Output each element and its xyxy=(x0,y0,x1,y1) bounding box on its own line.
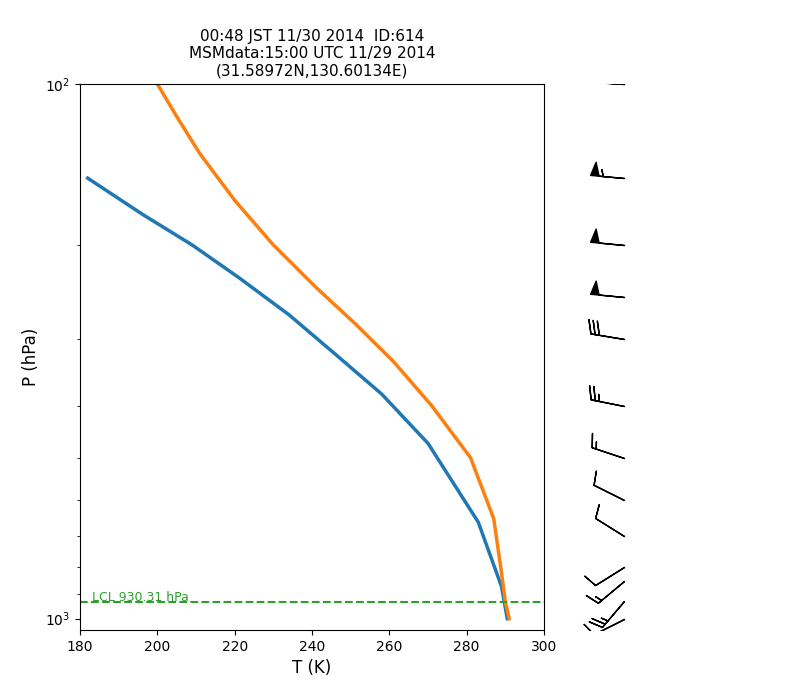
Environment xyxy=(427,402,437,410)
parcel profile xyxy=(83,174,93,183)
parcel profile xyxy=(234,273,243,281)
parcel profile xyxy=(497,582,506,591)
parcel profile xyxy=(137,210,146,218)
Environment xyxy=(350,319,359,328)
parcel profile xyxy=(284,310,294,319)
Text: LCL 930.31 hPa: LCL 930.31 hPa xyxy=(92,592,189,604)
Line: Environment: Environment xyxy=(158,84,510,619)
parcel profile xyxy=(474,518,483,526)
Environment xyxy=(501,598,510,606)
Environment xyxy=(311,283,321,291)
parcel profile xyxy=(187,241,197,249)
Environment xyxy=(466,454,475,462)
Environment xyxy=(153,80,162,88)
Environment xyxy=(172,112,182,120)
Environment xyxy=(389,357,398,365)
parcel profile xyxy=(423,439,433,447)
Environment xyxy=(195,150,205,158)
Environment xyxy=(269,241,278,249)
parcel profile xyxy=(330,350,340,358)
Title: 00:48 JST 11/30 2014  ID:614
MSMdata:15:00 UTC 11/29 2014
(31.58972N,130.60134E): 00:48 JST 11/30 2014 ID:614 MSMdata:15:0… xyxy=(189,29,435,78)
Y-axis label: P (hPa): P (hPa) xyxy=(22,328,39,386)
Environment xyxy=(230,196,239,204)
Environment xyxy=(505,615,514,623)
parcel profile xyxy=(502,615,512,623)
Line: parcel profile: parcel profile xyxy=(88,178,507,619)
parcel profile xyxy=(377,390,386,398)
X-axis label: T (K): T (K) xyxy=(292,659,332,678)
Environment xyxy=(497,568,506,577)
Environment xyxy=(489,514,498,523)
